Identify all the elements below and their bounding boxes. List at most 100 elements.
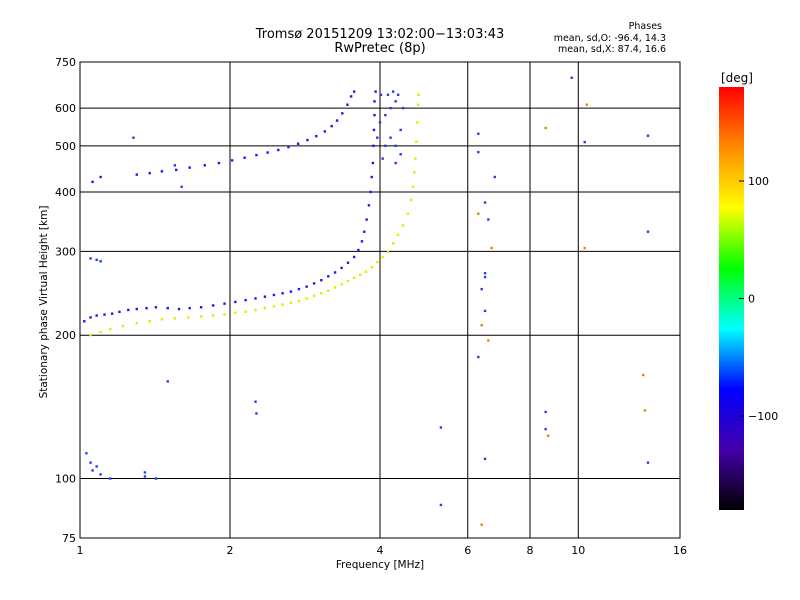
data-point bbox=[413, 171, 416, 174]
x-axis-label: Frequency [MHz] bbox=[336, 559, 424, 571]
data-point bbox=[379, 93, 383, 96]
data-point bbox=[341, 112, 344, 115]
data-point bbox=[127, 308, 130, 312]
y-axis-label: Stationary phase Virtual Height [km] bbox=[38, 206, 50, 399]
colorbar-unit: [deg] bbox=[721, 71, 753, 85]
data-point bbox=[175, 168, 178, 172]
data-point bbox=[254, 297, 257, 300]
data-point bbox=[346, 279, 350, 283]
phase-x-stats: mean, sd,X: 87.4, 16.6 bbox=[557, 44, 666, 55]
data-point bbox=[188, 166, 191, 169]
data-point bbox=[544, 427, 547, 431]
data-point bbox=[234, 300, 237, 304]
data-point bbox=[223, 313, 226, 316]
data-point bbox=[416, 103, 420, 106]
data-point bbox=[180, 185, 183, 189]
data-point bbox=[370, 265, 373, 269]
data-point bbox=[95, 258, 98, 262]
data-point bbox=[364, 270, 368, 273]
data-point bbox=[365, 218, 368, 221]
data-point bbox=[477, 150, 480, 154]
data-point bbox=[346, 261, 350, 264]
data-point bbox=[135, 321, 138, 325]
x-tick-label: 2 bbox=[227, 544, 234, 557]
data-point bbox=[646, 230, 650, 233]
data-point bbox=[386, 250, 390, 253]
data-point bbox=[312, 282, 316, 285]
data-point bbox=[281, 292, 284, 295]
data-point bbox=[346, 103, 349, 106]
x-tick-label: 10 bbox=[571, 544, 585, 557]
plot-border bbox=[79, 61, 681, 539]
data-point bbox=[289, 290, 293, 293]
data-point bbox=[154, 477, 158, 480]
data-point bbox=[173, 164, 177, 167]
data-point bbox=[386, 93, 390, 96]
y-tick-label: 750 bbox=[55, 56, 76, 69]
data-point bbox=[263, 295, 267, 298]
data-point bbox=[483, 309, 487, 313]
data-point bbox=[583, 246, 586, 250]
plot-frame bbox=[79, 61, 681, 539]
y-tick-label: 600 bbox=[55, 102, 76, 115]
data-point bbox=[244, 310, 247, 314]
data-point bbox=[570, 76, 573, 79]
data-point bbox=[333, 286, 337, 289]
data-point bbox=[381, 157, 384, 160]
data-point bbox=[415, 140, 418, 143]
data-point bbox=[255, 153, 258, 157]
data-point bbox=[327, 275, 330, 278]
data-point bbox=[135, 307, 138, 311]
y-tick-label: 300 bbox=[55, 245, 76, 258]
data-point bbox=[399, 128, 402, 132]
x-axis-ticks: 1 2 4 6 8 10 16 bbox=[77, 544, 688, 557]
x-tick-label: 8 bbox=[527, 544, 534, 557]
data-point bbox=[85, 452, 88, 455]
data-point bbox=[95, 314, 98, 317]
data-point bbox=[297, 299, 301, 303]
data-point bbox=[378, 121, 382, 124]
data-point bbox=[389, 106, 392, 110]
data-point bbox=[315, 134, 318, 138]
data-point bbox=[352, 90, 356, 93]
colorbar-tick-label: 100 bbox=[748, 175, 769, 188]
data-point bbox=[333, 271, 337, 274]
data-point bbox=[490, 246, 493, 250]
grid-lines bbox=[80, 62, 680, 538]
data-point bbox=[244, 298, 247, 302]
data-point bbox=[414, 157, 417, 160]
data-point bbox=[320, 279, 323, 282]
data-point bbox=[89, 257, 92, 260]
data-point bbox=[480, 287, 483, 291]
data-point bbox=[211, 314, 215, 317]
data-point bbox=[396, 233, 400, 237]
data-point bbox=[477, 212, 480, 215]
data-point bbox=[89, 316, 92, 319]
data-point bbox=[143, 471, 147, 474]
data-point bbox=[544, 410, 547, 414]
data-point bbox=[297, 287, 301, 291]
data-point bbox=[401, 106, 405, 110]
data-point bbox=[217, 161, 221, 165]
data-point bbox=[487, 218, 490, 221]
x-tick-label: 6 bbox=[464, 544, 471, 557]
data-point bbox=[277, 148, 280, 152]
data-point bbox=[373, 100, 376, 103]
colorbar-tick-label: −100 bbox=[748, 410, 778, 423]
data-point bbox=[372, 128, 376, 132]
data-point bbox=[234, 311, 237, 314]
data-point bbox=[203, 164, 206, 167]
data-point bbox=[255, 412, 258, 415]
y-axis-ticks: 75 100 200 300 400 500 600 750 bbox=[55, 56, 76, 545]
data-point bbox=[370, 175, 373, 179]
data-point bbox=[544, 126, 547, 130]
colorbar-ticks: 100 0 −100 bbox=[739, 175, 778, 423]
data-point bbox=[99, 175, 102, 179]
data-point bbox=[243, 156, 246, 159]
data-point bbox=[487, 339, 490, 342]
data-point bbox=[263, 306, 267, 310]
phase-o-stats: mean, sd,O: -96.4, 14.3 bbox=[553, 33, 666, 44]
data-point bbox=[363, 230, 366, 233]
data-point bbox=[373, 113, 376, 117]
